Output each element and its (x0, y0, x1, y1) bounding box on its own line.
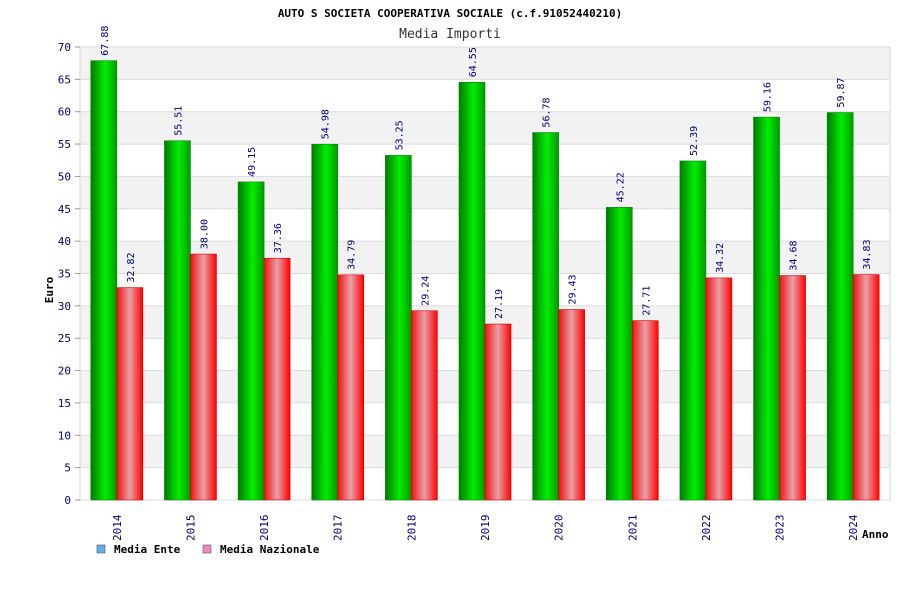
x-tick-label: 2017 (332, 515, 345, 542)
value-label: 32.82 (126, 252, 137, 282)
value-label: 37.36 (273, 223, 284, 253)
bar-media-nazionale-2020 (558, 309, 585, 501)
grid-band (80, 47, 890, 80)
y-tick-label: 70 (58, 41, 71, 54)
value-label: 27.19 (494, 289, 505, 319)
x-tick-label: 2020 (553, 515, 566, 542)
y-tick-label: 5 (64, 462, 71, 475)
y-tick-label: 30 (58, 300, 71, 313)
y-tick-label: 10 (58, 429, 71, 442)
value-label: 29.24 (420, 276, 431, 306)
value-label: 52.39 (689, 126, 700, 156)
bar-media-ente-2023 (753, 116, 780, 501)
bar-media-ente-2022 (679, 160, 707, 501)
legend-swatch (202, 544, 212, 554)
bar-media-nazionale-2019 (484, 323, 512, 501)
bar-media-ente-2021 (605, 207, 633, 501)
value-label: 53.25 (394, 120, 405, 150)
legend: Media Ente Media Nazionale (96, 543, 320, 556)
value-label: 45.22 (615, 172, 626, 202)
y-tick-label: 55 (58, 138, 71, 151)
y-tick-label: 60 (58, 106, 71, 119)
value-label: 54.98 (321, 109, 332, 139)
legend-label: Media Nazionale (220, 543, 320, 556)
x-tick-label: 2015 (184, 515, 197, 542)
value-label: 56.78 (542, 97, 553, 127)
value-label: 59.16 (763, 82, 774, 112)
bar-media-nazionale-2021 (631, 320, 659, 501)
bar-media-nazionale-2018 (411, 310, 438, 501)
y-tick-label: 45 (58, 203, 71, 216)
bar-media-nazionale-2017 (337, 274, 365, 501)
y-tick-label: 35 (58, 268, 71, 281)
chart-subtitle: Media Importi (399, 27, 501, 42)
y-tick-label: 40 (58, 235, 71, 248)
x-tick-label: 2024 (847, 514, 860, 541)
bars (90, 60, 880, 501)
y-tick-label: 20 (58, 365, 71, 378)
value-label: 64.55 (468, 47, 479, 77)
bar-media-ente-2017 (311, 143, 339, 501)
y-tick-label: 50 (58, 170, 71, 183)
y-axis-label: Euro (43, 276, 56, 303)
bar-media-nazionale-2024 (852, 274, 880, 501)
value-label: 29.43 (568, 274, 579, 304)
value-label: 67.88 (100, 26, 111, 56)
x-tick-label: 2021 (626, 515, 639, 542)
legend-label: Media Ente (114, 543, 181, 556)
x-tick-label: 2016 (258, 515, 271, 542)
x-axis-label: Anno (862, 528, 889, 541)
chart-title: AUTO S SOCIETA COOPERATIVA SOCIALE (c.f.… (278, 7, 622, 20)
bar-media-ente-2020 (532, 132, 559, 501)
y-axis-ticks: 0 5 10 15 20 25 30 35 40 45 50 55 60 65 70 (58, 41, 80, 507)
value-labels: 67.88 32.82 55.51 38.00 49.15 37.36 54.98 34.79… (100, 26, 873, 319)
bar-media-ente-2018 (385, 155, 412, 501)
y-tick-label: 25 (58, 332, 71, 345)
x-axis-ticks: 2014 2015 2016 2017 2018 2019 2020 2021 2022 2023… (111, 514, 860, 541)
value-label: 49.15 (247, 147, 258, 177)
bar-media-nazionale-2015 (190, 253, 217, 501)
value-label: 34.79 (347, 240, 358, 270)
bar-media-nazionale-2014 (116, 287, 144, 501)
value-label: 34.68 (789, 240, 800, 270)
bar-media-ente-2015 (164, 140, 191, 501)
y-tick-label: 15 (58, 397, 71, 410)
y-tick-label: 65 (58, 73, 71, 86)
bar-media-nazionale-2022 (705, 277, 733, 501)
value-label: 34.32 (715, 243, 726, 273)
y-tick-label: 0 (64, 494, 71, 507)
x-tick-label: 2019 (479, 515, 492, 542)
value-label: 27.71 (641, 286, 652, 316)
value-label: 34.83 (862, 239, 873, 269)
bar-media-ente-2016 (237, 181, 265, 501)
bar-media-ente-2019 (458, 81, 486, 501)
x-tick-label: 2022 (700, 515, 713, 542)
value-label: 38.00 (199, 219, 210, 249)
bar-media-nazionale-2023 (779, 275, 806, 501)
x-tick-label: 2023 (774, 515, 787, 542)
bar-media-ente-2014 (90, 60, 118, 501)
x-tick-label: 2018 (405, 515, 418, 542)
bar-media-ente-2024 (826, 112, 854, 501)
value-label: 59.87 (836, 77, 847, 107)
x-tick-label: 2014 (111, 514, 124, 541)
bar-media-nazionale-2016 (263, 257, 291, 501)
value-label: 55.51 (173, 106, 184, 136)
legend-swatch (96, 544, 106, 554)
